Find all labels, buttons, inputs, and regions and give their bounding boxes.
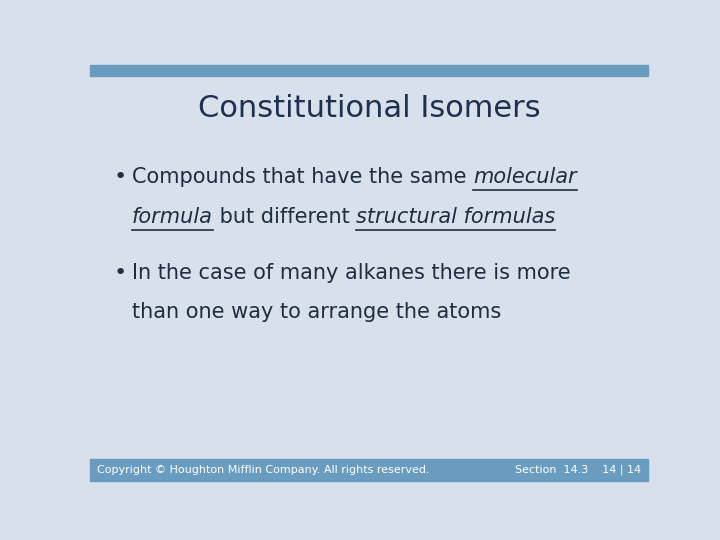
Text: Compounds that have the same: Compounds that have the same [132, 167, 473, 187]
Text: molecular: molecular [473, 167, 577, 187]
Text: but different: but different [212, 207, 356, 227]
Text: formula: formula [132, 207, 212, 227]
Text: •: • [114, 167, 127, 187]
Bar [90, 459, 648, 481]
Bar [90, 65, 648, 77]
Text: •: • [114, 262, 127, 283]
Text: Section  14.3    14 | 14: Section 14.3 14 | 14 [516, 464, 642, 475]
Text: structural formulas: structural formulas [356, 207, 555, 227]
Text: Constitutional Isomers: Constitutional Isomers [198, 94, 540, 123]
Text: In the case of many alkanes there is more: In the case of many alkanes there is mor… [132, 262, 570, 283]
Text: Copyright © Houghton Mifflin Company. All rights reserved.: Copyright © Houghton Mifflin Company. Al… [96, 465, 429, 475]
Text: than one way to arrange the atoms: than one way to arrange the atoms [132, 302, 501, 322]
